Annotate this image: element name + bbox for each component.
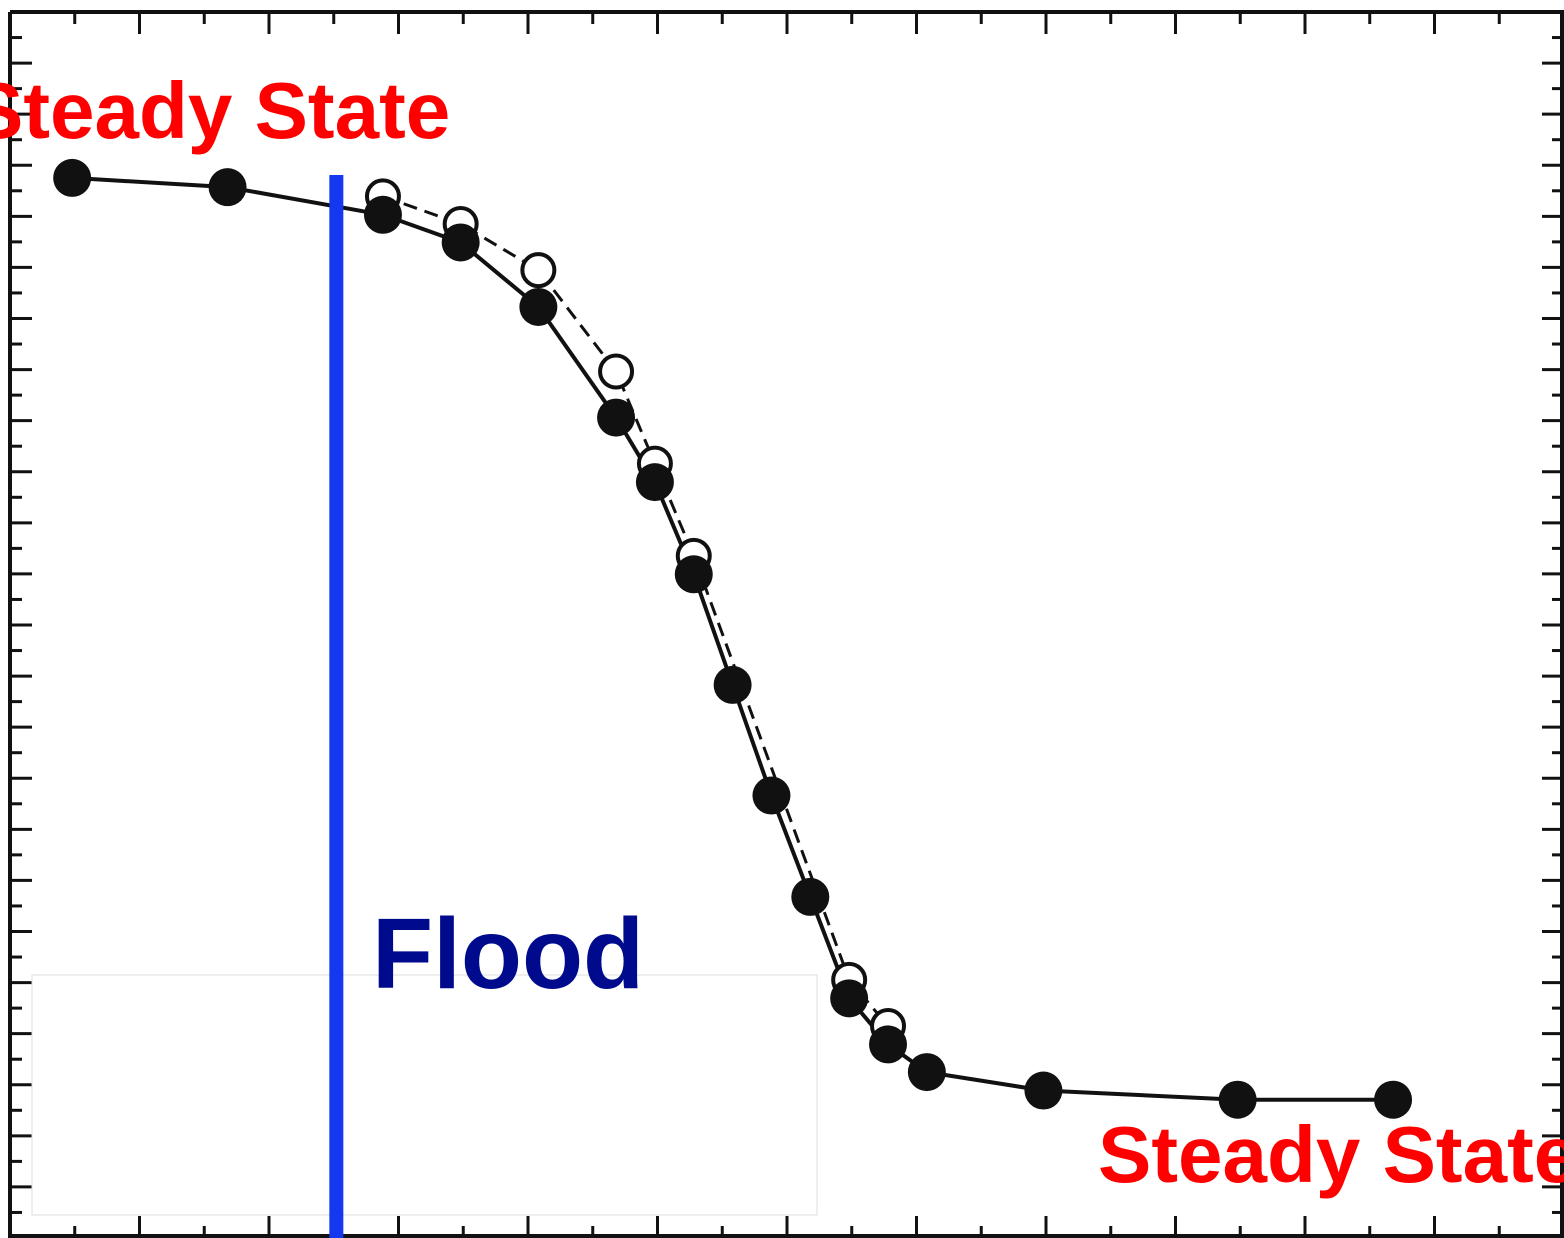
filled-point — [752, 776, 791, 815]
filled-point — [1374, 1080, 1413, 1119]
filled-point — [208, 168, 247, 207]
filled-point — [1218, 1080, 1257, 1119]
flood-label: Flood — [372, 898, 644, 1010]
filled-point — [869, 1025, 908, 1064]
points-layer — [53, 158, 1413, 1119]
filled-point — [830, 979, 869, 1018]
filled-point — [907, 1053, 946, 1092]
filled-point — [363, 195, 402, 234]
filled-point — [1024, 1071, 1063, 1110]
filled-point — [635, 463, 674, 502]
steady-state-left-label: Steady State — [0, 66, 450, 155]
series-filled-line — [72, 175, 1394, 1102]
open-point — [520, 252, 557, 289]
filled-point — [791, 877, 830, 916]
filled-point — [597, 398, 636, 437]
steady-state-right-label: Steady State — [1098, 1110, 1564, 1199]
filled-point — [53, 158, 92, 197]
overlay-panel — [31, 974, 818, 1216]
axis-ticks — [8, 10, 1564, 1238]
filled-point — [441, 223, 480, 262]
filled-point — [519, 287, 558, 326]
filled-point — [674, 555, 713, 594]
open-point — [598, 353, 635, 390]
filled-point — [713, 665, 752, 704]
curve-layer — [72, 175, 1394, 1102]
